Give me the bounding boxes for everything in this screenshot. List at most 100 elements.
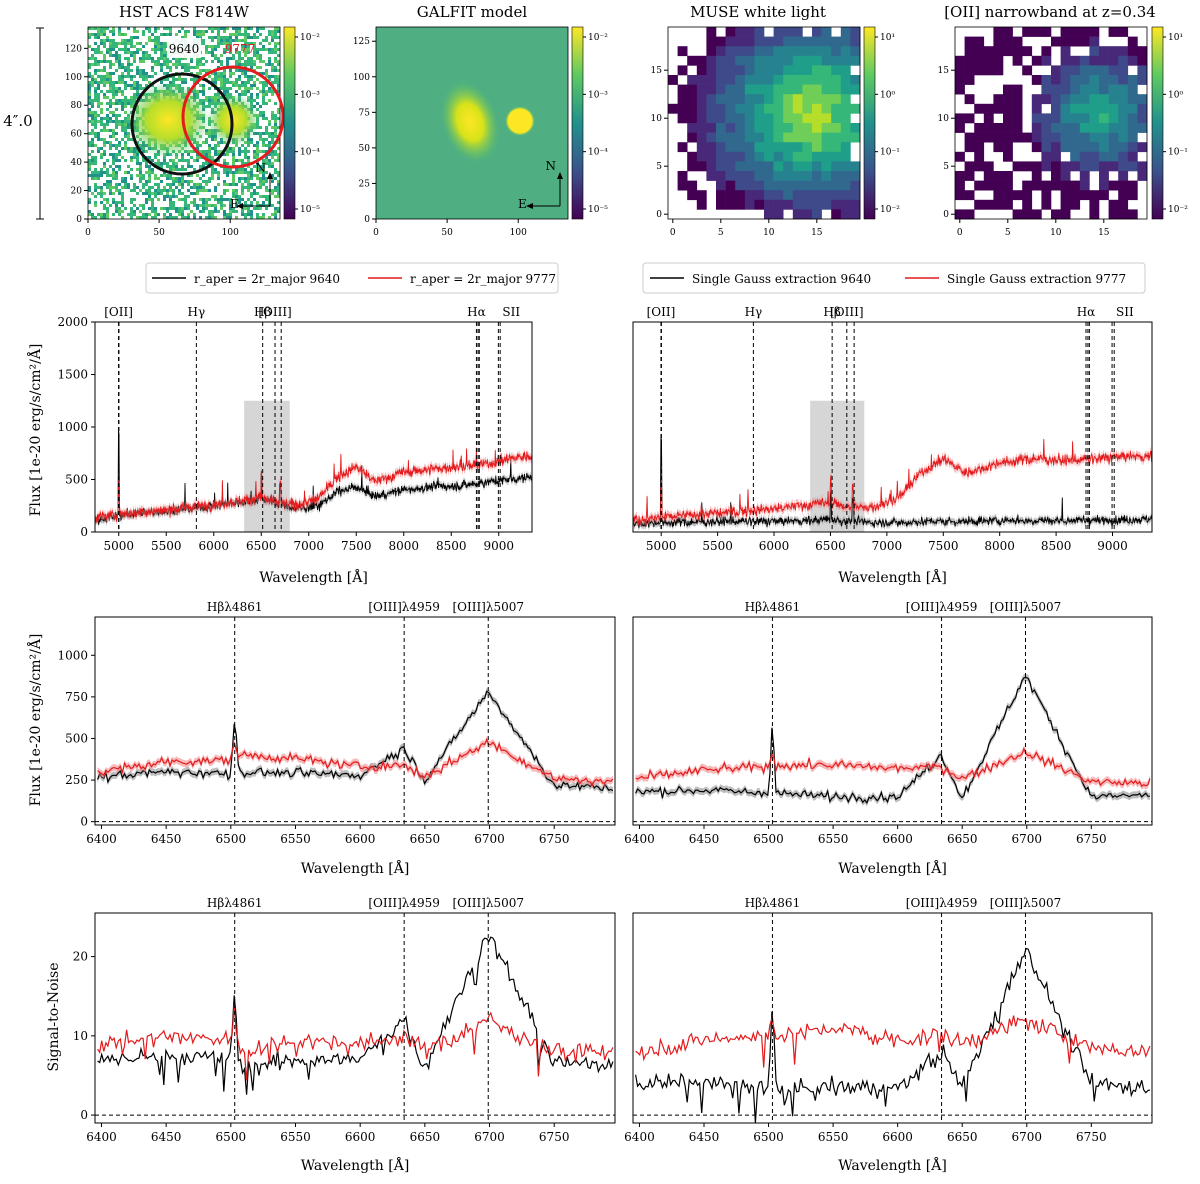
xtick-label: 6700 — [474, 1130, 505, 1144]
img-ytick-label: 100 — [353, 73, 370, 83]
ytick-label: 20 — [73, 950, 88, 964]
series-9777-line — [635, 747, 1151, 788]
series-9777-line — [97, 1005, 614, 1081]
colorbar-label: 10⁻² — [880, 205, 900, 215]
chart-zoom-flux-right: Hβλ4861 [OIII]λ4959 [OIII]λ5007 6400 6450 650… — [624, 600, 1153, 877]
ytick-label: 750 — [65, 690, 88, 704]
colorbar-label: 10⁻¹ — [1168, 148, 1188, 158]
img-xtick-label: 0 — [670, 228, 676, 238]
colorbar-label: 10⁻⁵ — [300, 205, 320, 215]
compass-galfit: N E — [518, 159, 563, 211]
muse-title: MUSE white light — [690, 3, 826, 21]
img-xtick-label: 10 — [763, 228, 775, 238]
axes-frame — [94, 616, 616, 826]
xtick-label: 6400 — [86, 1130, 117, 1144]
xtick-label: 6650 — [947, 832, 978, 846]
xtick-label: 5000 — [646, 539, 677, 553]
img-ytick-label: 75 — [359, 108, 371, 118]
img-xtick-label: 15 — [811, 228, 823, 238]
line-marker-label: Hβλ4861 — [745, 600, 801, 614]
plot-area — [633, 434, 1152, 532]
legend-right: Single Gauss extraction 9640 Single Gaus… — [642, 262, 1146, 294]
yaxis-label: Signal-to-Noise — [46, 962, 62, 1071]
line-marker-label: Hβλ4861 — [207, 600, 263, 614]
xtick-label: 6750 — [539, 1130, 570, 1144]
galfit-title: GALFIT model — [417, 3, 528, 21]
xtick-label: 6550 — [280, 1130, 311, 1144]
ytick-label: 0 — [80, 525, 88, 539]
oii-title: [OII] narrowband at z=0.34 — [944, 3, 1156, 21]
img-ytick-label: 10 — [651, 114, 663, 124]
plot-area — [97, 936, 614, 1095]
xtick-label: 6450 — [151, 1130, 182, 1144]
xtick-label: 6450 — [151, 832, 182, 846]
colorbar-label: 10⁰ — [880, 90, 895, 100]
line-marker-label: Hβ — [254, 305, 271, 319]
label-9640: 9640 — [169, 42, 200, 56]
galfit-panel: GALFIT model N E 0 50 100 0 25 50 75 100 125 10⁻²… — [353, 3, 608, 238]
xtick-label: 6500 — [753, 832, 784, 846]
img-ytick-label: 80 — [71, 101, 83, 111]
compass-n: N — [256, 161, 267, 175]
img-ytick-label: 15 — [651, 66, 663, 76]
img-ytick-label: 15 — [938, 66, 950, 76]
muse-pixels — [668, 27, 861, 220]
xtick-label: 6650 — [410, 1130, 441, 1144]
xtick-label: 6400 — [624, 1130, 655, 1144]
img-xtick-label: 5 — [718, 228, 724, 238]
img-ytick-label: 0 — [656, 210, 662, 220]
legend-left-0: r_aper = 2r_major 9640 — [194, 272, 340, 286]
xtick-label: 6550 — [818, 1130, 849, 1144]
colorbar-label: 10⁻⁴ — [588, 148, 608, 158]
img-xtick-label: 15 — [1098, 228, 1110, 238]
plot-area — [97, 687, 614, 795]
line-marker-label: [OIII]λ4959 — [368, 896, 440, 910]
xtick-label: 8500 — [436, 539, 467, 553]
xtick-label: 6700 — [1011, 832, 1042, 846]
plot-area — [635, 674, 1151, 807]
xtick-label: 7000 — [293, 539, 324, 553]
axes-frame — [94, 912, 616, 1124]
xtick-label: 7500 — [928, 539, 959, 553]
img-xtick-label: 50 — [441, 228, 453, 238]
series-9777-line — [633, 439, 1152, 527]
axes-frame — [632, 616, 1153, 826]
axes-frame — [632, 321, 1153, 533]
xaxis-label: Wavelength [Å] — [259, 568, 368, 586]
img-ytick-label: 5 — [656, 162, 662, 172]
xtick-label: 6750 — [1076, 832, 1107, 846]
line-marker-label: SII — [1116, 305, 1134, 319]
xtick-label: 6600 — [882, 1130, 913, 1144]
colorbar-label: 10⁻² — [1168, 205, 1188, 215]
line-marker-label: [OIII]λ5007 — [990, 896, 1062, 910]
xtick-label: 6400 — [624, 832, 655, 846]
img-ytick-label: 0 — [943, 210, 949, 220]
series-9640-error-band — [97, 687, 613, 795]
chart-zoom-snr-right: Hβλ4861 [OIII]λ4959 [OIII]λ5007 6400 6450 650… — [624, 896, 1153, 1174]
img-ytick-label: 120 — [65, 44, 82, 54]
xtick-label: 6650 — [410, 832, 441, 846]
img-ytick-label: 40 — [71, 158, 83, 168]
xtick-label: 6450 — [689, 1130, 720, 1144]
axes-frame — [632, 912, 1153, 1124]
colorbar-label: 10¹ — [1168, 33, 1183, 43]
line-marker-label: Hβλ4861 — [745, 896, 801, 910]
img-ytick-label: 60 — [71, 130, 83, 140]
label-9777: 9777 — [225, 42, 256, 56]
series-9777-error-band — [633, 435, 1152, 531]
xtick-label: 6600 — [345, 1130, 376, 1144]
ytick-label: 0 — [80, 815, 88, 829]
compass-e-galfit: E — [518, 197, 527, 211]
line-marker-label: [OIII]λ5007 — [990, 600, 1062, 614]
img-ytick-label: 10 — [938, 114, 950, 124]
img-xtick-label: 10 — [1050, 228, 1062, 238]
line-marker-label: Hγ — [745, 305, 763, 319]
series-9640-error-band — [633, 434, 1152, 532]
xtick-label: 6500 — [216, 1130, 247, 1144]
chart-zoom-flux-left: Hβλ4861 [OIII]λ4959 [OIII]λ5007 6400 6450 650… — [26, 600, 616, 877]
series-9777-line — [635, 1015, 1151, 1068]
yaxis-label: Flux [1e-20 erg/s/cm²/Å] — [26, 634, 44, 807]
ytick-label: 1000 — [57, 648, 88, 662]
xtick-label: 6500 — [216, 832, 247, 846]
img-xtick-label: 0 — [373, 228, 379, 238]
